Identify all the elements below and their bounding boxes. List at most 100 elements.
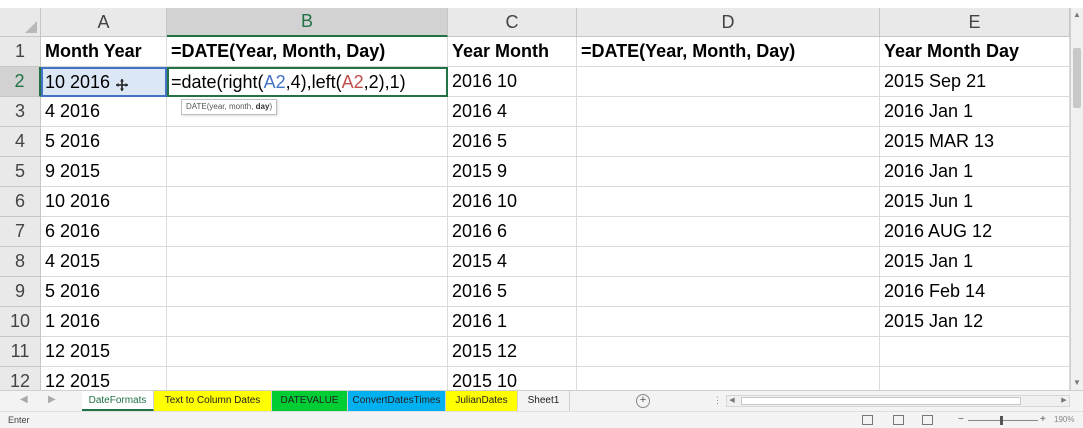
- cell-c1[interactable]: Year Month: [448, 37, 577, 67]
- cell-d7[interactable]: [577, 217, 880, 247]
- column-header-e[interactable]: E: [880, 8, 1070, 37]
- cell-d11[interactable]: [577, 337, 880, 367]
- cell-b9[interactable]: [167, 277, 448, 307]
- column-header-c[interactable]: C: [448, 8, 577, 37]
- tab-split-handle[interactable]: ⋮: [713, 395, 722, 405]
- zoom-slider[interactable]: [968, 420, 1038, 421]
- tab-scroll-left-icon[interactable]: ◀: [20, 394, 28, 405]
- horizontal-scrollbar[interactable]: ◀ ▶: [726, 395, 1070, 407]
- cell-c4[interactable]: 2016 5: [448, 127, 577, 157]
- cell-d10[interactable]: [577, 307, 880, 337]
- row-header[interactable]: 12: [0, 367, 41, 390]
- cell-a12[interactable]: 12 2015: [41, 367, 167, 390]
- row-header[interactable]: 6: [0, 187, 41, 217]
- cell-b2[interactable]: =date(right(A2,4),left(A2,2),1): [167, 67, 448, 97]
- scroll-left-icon[interactable]: ◀: [729, 397, 735, 404]
- cell-d3[interactable]: [577, 97, 880, 127]
- page-break-icon[interactable]: [922, 415, 933, 425]
- cell-c6[interactable]: 2016 10: [448, 187, 577, 217]
- cell-b10[interactable]: [167, 307, 448, 337]
- cell-a7[interactable]: 6 2016: [41, 217, 167, 247]
- cell-e3[interactable]: 2016 Jan 1: [880, 97, 1070, 127]
- cell-a3[interactable]: 4 2016: [41, 97, 167, 127]
- cell-d5[interactable]: [577, 157, 880, 187]
- horizontal-scroll-thumb[interactable]: [741, 397, 1021, 405]
- zoom-in-icon[interactable]: +: [1040, 414, 1046, 425]
- vertical-scroll-thumb[interactable]: [1073, 48, 1081, 108]
- cell-b8[interactable]: [167, 247, 448, 277]
- cell-d9[interactable]: [577, 277, 880, 307]
- zoom-slider-knob[interactable]: [1000, 416, 1003, 425]
- cell-d1[interactable]: =DATE(Year, Month, Day): [577, 37, 880, 67]
- row-header[interactable]: 11: [0, 337, 41, 367]
- cell-b12[interactable]: [167, 367, 448, 390]
- column-header-a[interactable]: A: [41, 8, 167, 37]
- cell-e6[interactable]: 2015 Jun 1: [880, 187, 1070, 217]
- row-header[interactable]: 4: [0, 127, 41, 157]
- cell-a1[interactable]: Month Year: [41, 37, 167, 67]
- cell-d4[interactable]: [577, 127, 880, 157]
- cell-b7[interactable]: [167, 217, 448, 247]
- cell-c7[interactable]: 2016 6: [448, 217, 577, 247]
- cell-c2[interactable]: 2016 10: [448, 67, 577, 97]
- cell-c8[interactable]: 2015 4: [448, 247, 577, 277]
- page-layout-icon[interactable]: [893, 415, 904, 425]
- cell-e8[interactable]: 2015 Jan 1: [880, 247, 1070, 277]
- cell-c3[interactable]: 2016 4: [448, 97, 577, 127]
- cell-d2[interactable]: [577, 67, 880, 97]
- row-header[interactable]: 3: [0, 97, 41, 127]
- cell-b6[interactable]: [167, 187, 448, 217]
- cell-c10[interactable]: 2016 1: [448, 307, 577, 337]
- sheet-tab[interactable]: JulianDates: [446, 391, 518, 411]
- cell-d12[interactable]: [577, 367, 880, 390]
- sheet-tab[interactable]: DateFormats: [82, 391, 154, 411]
- cell-e5[interactable]: 2016 Jan 1: [880, 157, 1070, 187]
- row-header[interactable]: 7: [0, 217, 41, 247]
- cell-c5[interactable]: 2015 9: [448, 157, 577, 187]
- cell-b5[interactable]: [167, 157, 448, 187]
- sheet-tab[interactable]: Sheet1: [518, 391, 570, 411]
- cell-a8[interactable]: 4 2015: [41, 247, 167, 277]
- cell-a11[interactable]: 12 2015: [41, 337, 167, 367]
- cell-e4[interactable]: 2015 MAR 13: [880, 127, 1070, 157]
- row-header[interactable]: 10: [0, 307, 41, 337]
- scroll-up-icon[interactable]: ▲: [1073, 10, 1081, 19]
- cell-c12[interactable]: 2015 10: [448, 367, 577, 390]
- column-header-d[interactable]: D: [577, 8, 880, 37]
- row-header[interactable]: 5: [0, 157, 41, 187]
- tab-scroll-right-icon[interactable]: ▶: [48, 394, 56, 405]
- cell-a9[interactable]: 5 2016: [41, 277, 167, 307]
- cell-a4[interactable]: 5 2016: [41, 127, 167, 157]
- normal-view-icon[interactable]: [862, 415, 873, 425]
- row-header[interactable]: 8: [0, 247, 41, 277]
- sheet-tab[interactable]: ConvertDatesTimes: [348, 391, 446, 411]
- cell-b11[interactable]: [167, 337, 448, 367]
- select-all-corner[interactable]: [0, 8, 41, 37]
- zoom-out-icon[interactable]: −: [958, 414, 964, 425]
- scroll-down-icon[interactable]: ▼: [1073, 378, 1081, 387]
- cell-c9[interactable]: 2016 5: [448, 277, 577, 307]
- sheet-tab[interactable]: Text to Column Dates: [154, 391, 272, 411]
- cell-e11[interactable]: [880, 337, 1070, 367]
- row-header[interactable]: 1: [0, 37, 41, 67]
- add-sheet-icon[interactable]: +: [636, 394, 650, 408]
- cell-b4[interactable]: [167, 127, 448, 157]
- cell-a2[interactable]: 10 2016: [41, 67, 167, 97]
- column-header-b[interactable]: B: [167, 8, 448, 37]
- cell-d8[interactable]: [577, 247, 880, 277]
- row-header[interactable]: 9: [0, 277, 41, 307]
- cell-e1[interactable]: Year Month Day: [880, 37, 1070, 67]
- row-header[interactable]: 2: [0, 67, 41, 97]
- scroll-right-icon[interactable]: ▶: [1061, 397, 1067, 404]
- cell-e10[interactable]: 2015 Jan 12: [880, 307, 1070, 337]
- cell-e12[interactable]: [880, 367, 1070, 390]
- cell-e2[interactable]: 2015 Sep 21: [880, 67, 1070, 97]
- zoom-level[interactable]: 190%: [1054, 415, 1075, 424]
- vertical-scrollbar[interactable]: ▲ ▼: [1070, 8, 1083, 390]
- cell-e7[interactable]: 2016 AUG 12: [880, 217, 1070, 247]
- cell-a6[interactable]: 10 2016: [41, 187, 167, 217]
- sheet-tab[interactable]: DATEVALUE: [272, 391, 348, 411]
- cell-a5[interactable]: 9 2015: [41, 157, 167, 187]
- cell-e9[interactable]: 2016 Feb 14: [880, 277, 1070, 307]
- cell-c11[interactable]: 2015 12: [448, 337, 577, 367]
